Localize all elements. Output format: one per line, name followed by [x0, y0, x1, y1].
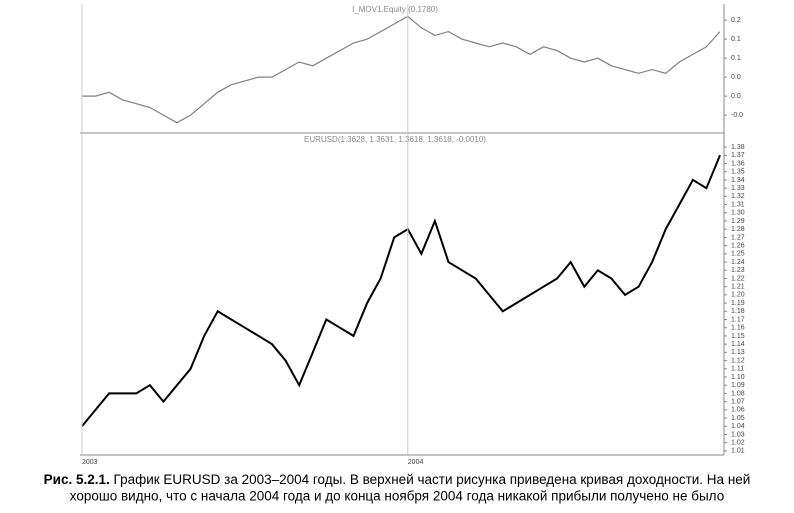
y-tick-label: 1.32 — [731, 193, 745, 200]
y-tick-label: 0.0 — [731, 74, 741, 81]
y-tick-label: 1.30 — [731, 210, 745, 217]
y-tick-label: 1.09 — [731, 382, 745, 389]
y-tick-label: 1.34 — [731, 177, 745, 184]
y-tick-label: 1.25 — [731, 251, 745, 258]
price-line — [81, 154, 721, 427]
y-tick-label: 1.07 — [731, 398, 745, 405]
y-tick-label: 1.02 — [731, 440, 745, 447]
y-tick-label: 0.2 — [731, 17, 741, 24]
y-tick-label: 1.35 — [731, 169, 745, 176]
y-tick-label: 1.29 — [731, 218, 745, 225]
y-tick-label: 1.08 — [731, 390, 745, 397]
y-tick-label: 1.11 — [731, 366, 744, 373]
y-tick-label: 1.21 — [731, 284, 745, 291]
y-tick-label: 1.04 — [731, 423, 745, 430]
y-tick-label: 1.26 — [731, 242, 745, 249]
y-tick-label: 1.19 — [731, 300, 745, 307]
y-tick-label: 1.33 — [731, 185, 745, 192]
y-tick-label: 1.23 — [731, 267, 745, 274]
y-tick-label: 1.18 — [731, 308, 745, 315]
y-tick-label: 1.06 — [731, 407, 745, 414]
y-tick-label: 1.17 — [731, 316, 745, 323]
y-tick-label: 1.20 — [731, 292, 745, 299]
y-tick-label: 1.37 — [731, 152, 745, 159]
y-tick-label: 1.22 — [731, 275, 745, 282]
caption: Рис. 5.2.1. График EURUSD за 2003–2004 г… — [44, 472, 751, 487]
y-tick-label: 1.10 — [731, 374, 745, 381]
y-tick-label: 1.36 — [731, 160, 745, 167]
y-tick-label: 1.13 — [731, 349, 745, 356]
price-line — [82, 15, 721, 124]
y-tick-label: 1.14 — [731, 341, 745, 348]
caption-text: График EURUSD за 2003–2004 годы. В верхн… — [114, 472, 751, 487]
y-tick-label: 1.38 — [731, 144, 745, 151]
y-tick-label: -0.0 — [731, 112, 743, 119]
y-tick-label: 1.05 — [731, 415, 745, 422]
y-tick-label: 1.16 — [731, 325, 745, 332]
y-tick-label: 1.31 — [731, 201, 745, 208]
y-tick-label: 0.1 — [731, 36, 741, 43]
y-tick-label: 0.1 — [731, 55, 741, 62]
panel-title: EURUSD(1.3628, 1.3631, 1.3618, 1.3618, -… — [304, 135, 486, 144]
x-tick-label: 2003 — [82, 459, 98, 466]
x-tick-label: 2004 — [408, 459, 424, 466]
y-tick-label: 1.28 — [731, 226, 745, 233]
y-tick-label: 1.24 — [731, 259, 745, 266]
y-tick-label: 1.01 — [731, 448, 745, 455]
y-tick-label: 1.27 — [731, 234, 745, 241]
y-tick-label: 0.0 — [731, 93, 741, 100]
y-tick-label: 1.15 — [731, 333, 745, 340]
y-tick-label: 1.12 — [731, 357, 745, 364]
caption-label: Рис. 5.2.1. — [44, 472, 110, 487]
caption-text: хорошо видно, что с начала 2004 года и д… — [70, 489, 724, 504]
y-tick-label: 1.03 — [731, 431, 745, 438]
panel-title: I_MOV1.Equity (0.1780) — [352, 5, 438, 14]
